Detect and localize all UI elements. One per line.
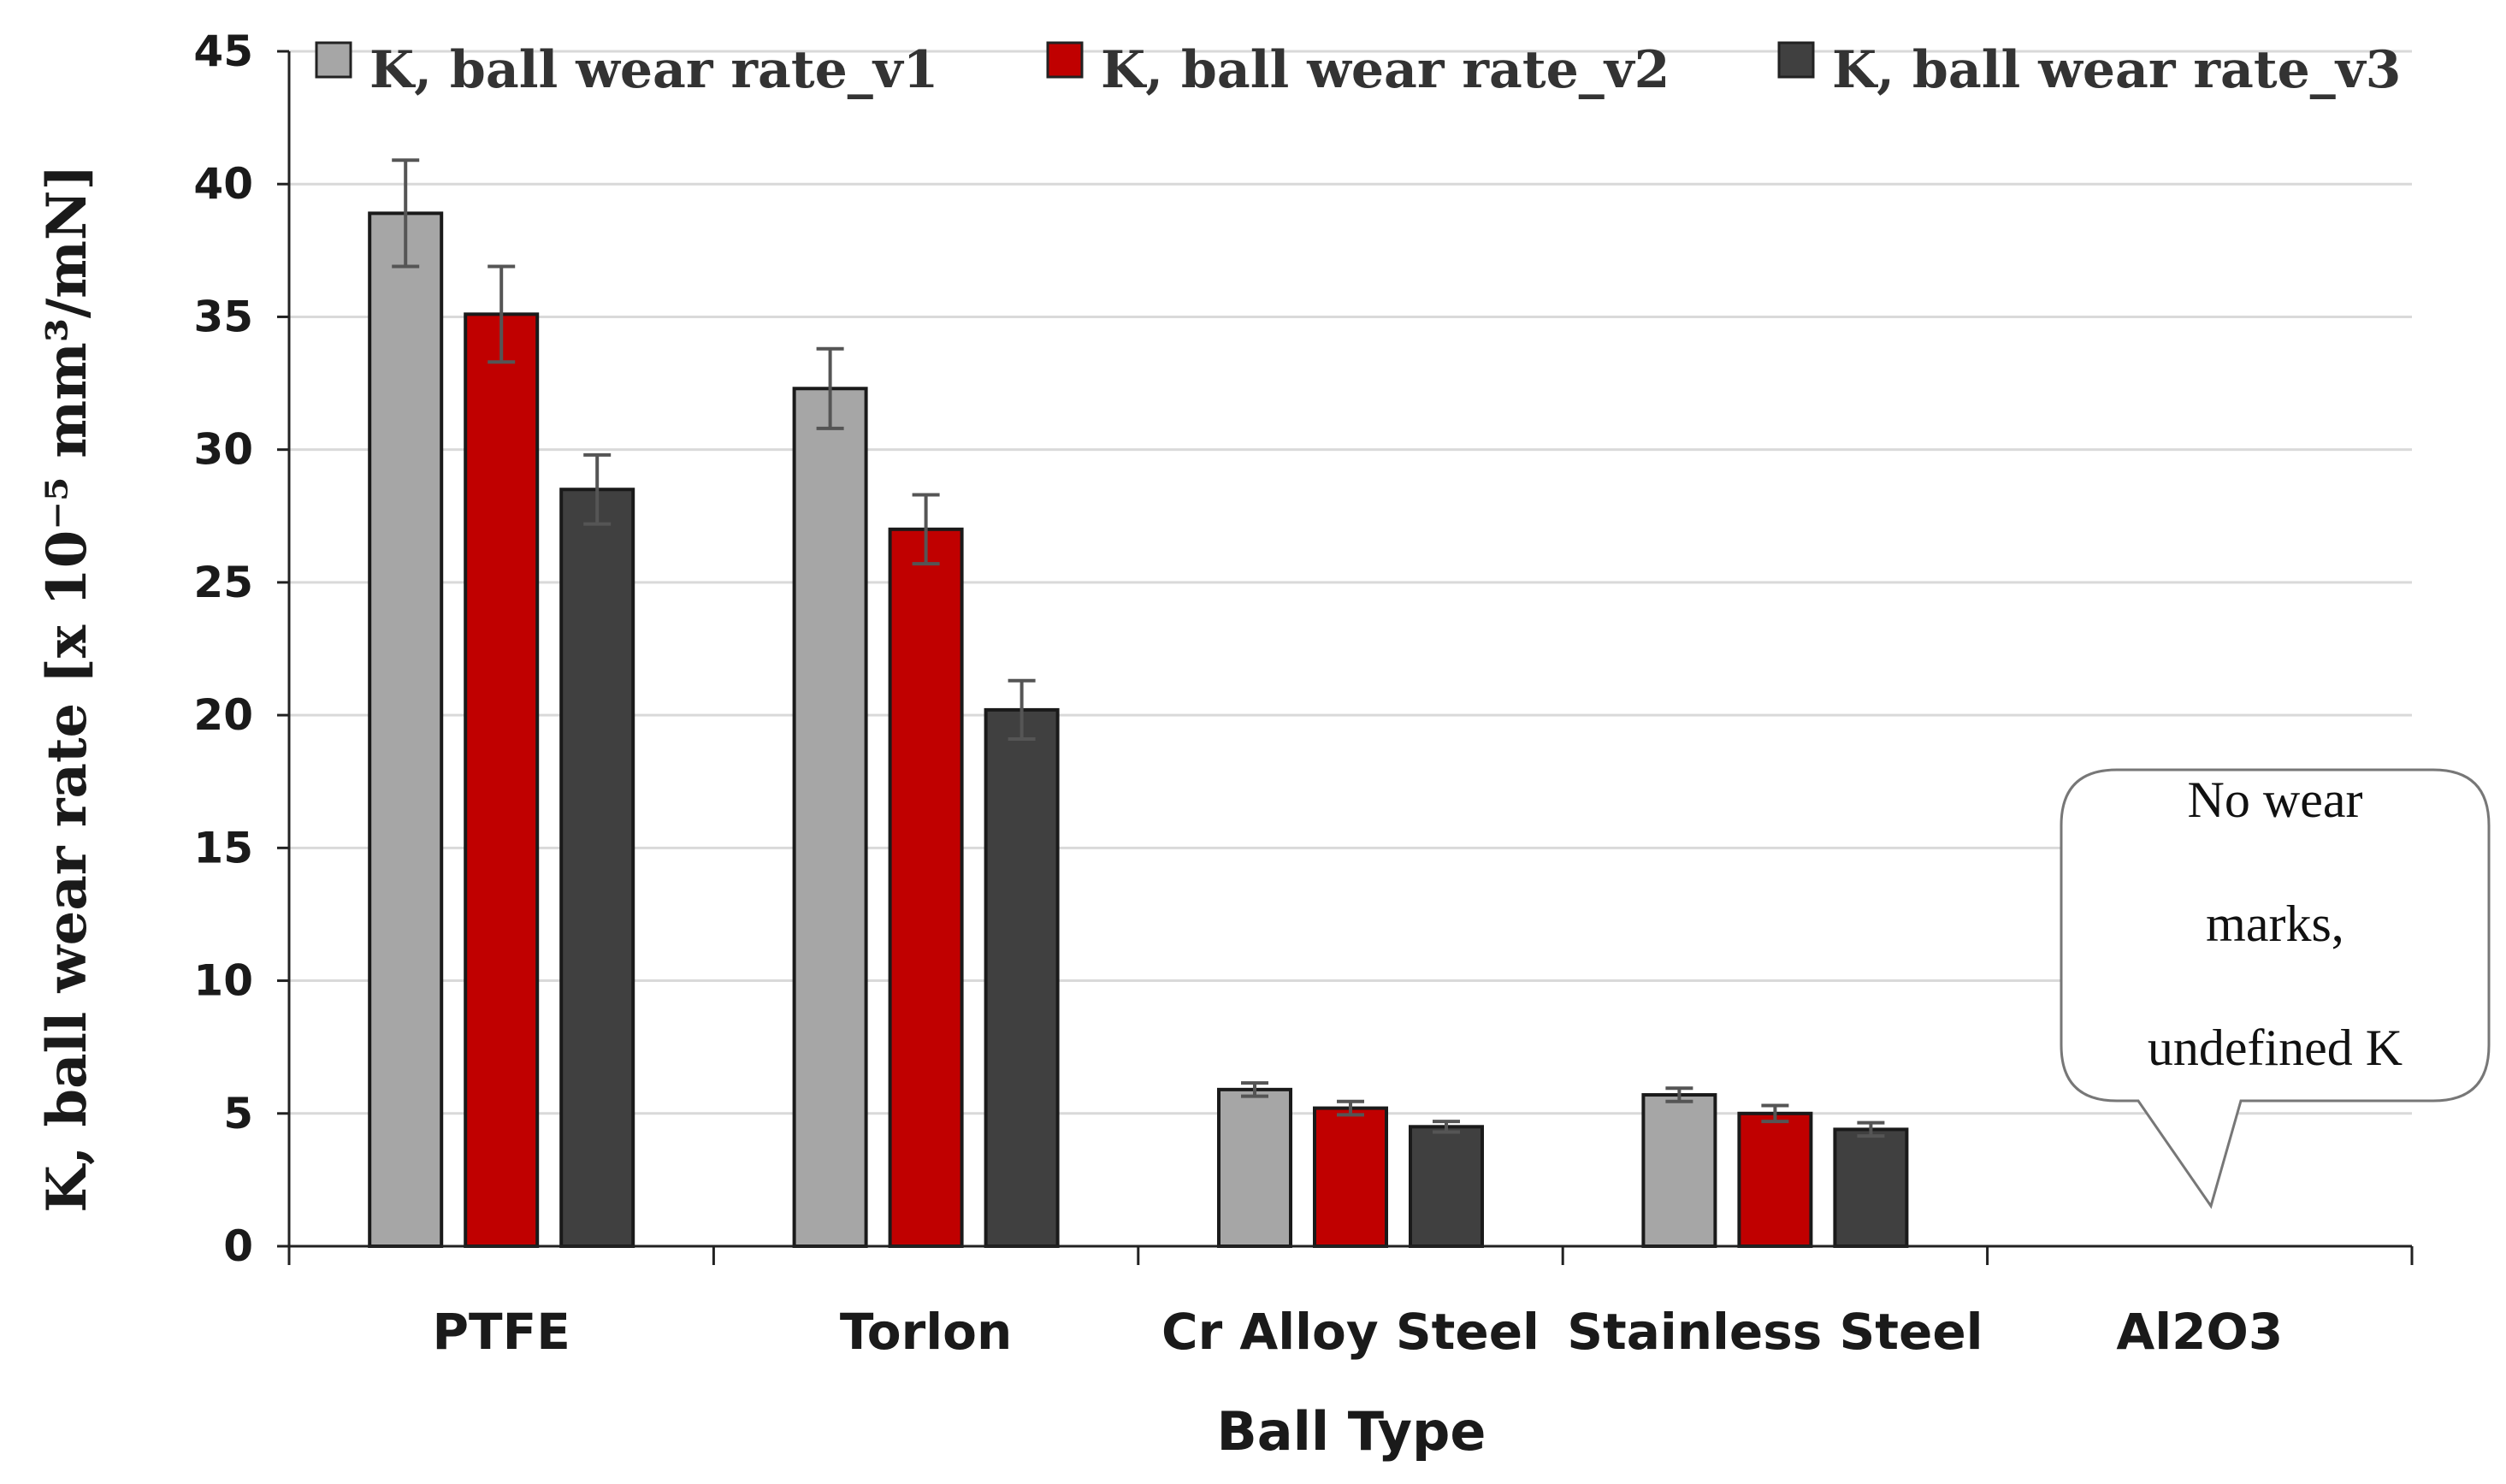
bar	[1737, 1111, 1813, 1249]
y-tick-label: 45	[193, 27, 253, 76]
legend-swatch-v2	[1046, 41, 1084, 79]
bar	[1313, 1106, 1388, 1248]
bar	[888, 527, 964, 1248]
gridlines	[289, 50, 2412, 1115]
bar	[559, 488, 635, 1248]
callout-line-3: undefined K	[2148, 1020, 2403, 1076]
x-tick-label: PTFE	[433, 1303, 570, 1361]
y-tick-label: 15	[193, 823, 253, 872]
x-tick-label: Al2O3	[2116, 1303, 2283, 1361]
bar	[1833, 1127, 1909, 1248]
legend-item-v3: K, ball wear rate_v3	[1777, 40, 2401, 100]
y-axis-title: K, ball wear rate [x 10⁻⁵ mm³/mN]	[35, 164, 99, 1213]
y-tick-label: 5	[223, 1089, 253, 1138]
bar	[1217, 1087, 1292, 1248]
bar	[368, 211, 444, 1249]
callout-line-2: marks,	[2206, 896, 2344, 952]
callout-bubble	[2060, 768, 2491, 1209]
legend-label-v1: K, ball wear rate_v1	[369, 40, 938, 100]
x-tick-label: Stainless Steel	[1567, 1303, 1983, 1361]
y-tick-label: 30	[193, 425, 253, 475]
x-tick-label: Torlon	[840, 1303, 1012, 1361]
legend-item-v2: K, ball wear rate_v2	[1046, 40, 1670, 100]
y-tick-label: 20	[193, 690, 253, 740]
legend-label-v3: K, ball wear rate_v3	[1832, 40, 2401, 100]
bar	[984, 707, 1060, 1248]
y-tick-label: 40	[193, 159, 253, 209]
legend-label-v2: K, ball wear rate_v2	[1101, 40, 1670, 100]
bar	[1409, 1125, 1484, 1249]
bar	[464, 312, 540, 1249]
bar	[1641, 1093, 1717, 1248]
legend-item-v1: K, ball wear rate_v1	[315, 40, 938, 100]
axes: 0 5 10 15 20 25 30 35 40 45 PTFE Torlon Cr Alloy Ste…	[193, 27, 2414, 1361]
y-tick-label: 25	[193, 558, 253, 607]
y-tick-label: 0	[223, 1221, 253, 1271]
legend-swatch-v3	[1777, 41, 1815, 79]
y-tick-label: 10	[193, 956, 253, 1006]
annotation-callout: No wear marks, undefined K	[2060, 768, 2491, 1209]
legend: K, ball wear rate_v1 K, ball wear rate_v…	[315, 40, 2401, 100]
legend-swatch-v1	[315, 41, 352, 79]
bars	[368, 158, 1909, 1249]
x-axis-title: Ball Type	[1217, 1400, 1486, 1463]
bar	[792, 387, 868, 1248]
callout-line-1: No wear	[2188, 772, 2363, 828]
y-tick-label: 35	[193, 292, 253, 341]
x-tick-label: Cr Alloy Steel	[1161, 1303, 1540, 1361]
